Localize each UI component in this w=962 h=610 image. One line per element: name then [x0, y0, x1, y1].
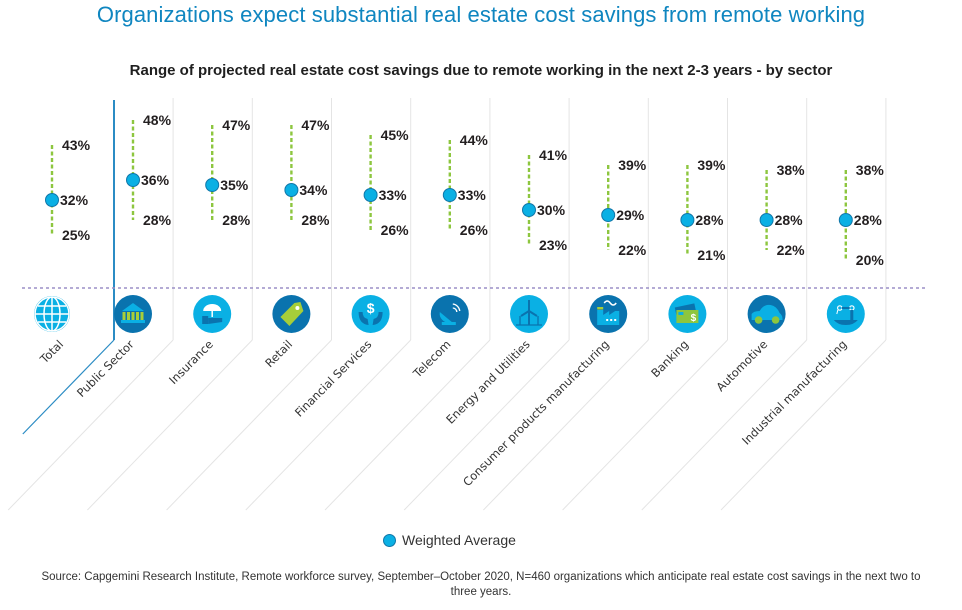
wind-turbine-icon [510, 295, 548, 333]
svg-text:$: $ [367, 300, 375, 316]
weighted-average-point [759, 213, 774, 227]
high-value-label: 38% [777, 162, 806, 178]
column-diagonal [87, 339, 253, 511]
chart-title: Range of projected real estate cost savi… [129, 62, 833, 79]
column-diagonal [245, 339, 412, 511]
column-diagonal [324, 339, 491, 511]
category-label: Total [37, 337, 67, 367]
high-value-label: 47% [301, 117, 330, 133]
average-value-label: 34% [299, 182, 328, 198]
average-value-label: 35% [220, 177, 249, 193]
low-value-label: 28% [301, 212, 330, 228]
low-value-label: 23% [539, 237, 568, 253]
legend-label: Weighted Average [402, 532, 516, 548]
high-value-label: 41% [539, 147, 568, 163]
svg-text:$: $ [691, 313, 697, 324]
column-dividers [7, 98, 887, 511]
weighted-average-point [601, 208, 616, 222]
high-value-label: 39% [618, 157, 647, 173]
range-chart: 43% 32% 25% 48% 36% 28% 47% 35% 28% 47% 34% 28% 45% 3… [7, 98, 928, 511]
average-value-label: 29% [616, 207, 645, 223]
column-diagonal [720, 339, 887, 511]
robot-arm-icon [826, 295, 865, 333]
weighted-average-point [363, 188, 378, 202]
weighted-average-point [442, 188, 457, 202]
low-value-label: 28% [143, 212, 172, 228]
low-value-label: 28% [222, 212, 251, 228]
low-value-label: 22% [618, 242, 647, 258]
high-value-label: 47% [222, 117, 251, 133]
category-labels: Total Public Sector Insurance RetailFinanci… [37, 337, 850, 489]
average-value-label: 28% [775, 212, 804, 228]
satellite-dish-icon [430, 295, 469, 333]
category-label: Insurance [166, 337, 216, 387]
category-label: Financial Services [292, 337, 374, 419]
umbrella-hand-icon [193, 295, 232, 333]
sector-icons: $$ [34, 295, 865, 333]
low-value-label: 26% [460, 222, 489, 238]
weighted-average-point [284, 183, 299, 197]
category-label: Banking [648, 337, 691, 380]
credit-card-icon: $ [668, 295, 707, 333]
car-icon [747, 295, 786, 333]
weighted-average-point [205, 178, 220, 192]
weighted-average-point [680, 213, 695, 227]
legend: Weighted Average [383, 532, 516, 548]
column-diagonal [7, 339, 174, 511]
globe-icon [34, 296, 70, 332]
category-label: Telecom [410, 337, 454, 381]
column-diagonal [22, 339, 115, 435]
high-value-label: 48% [143, 112, 172, 128]
average-value-label: 28% [854, 212, 883, 228]
high-value-label: 45% [381, 127, 410, 143]
average-value-label: 33% [379, 187, 408, 203]
weighted-average-point [838, 213, 853, 227]
category-label: Consumer products manufacturing [460, 337, 612, 489]
average-value-label: 36% [141, 172, 170, 188]
source-note: Source: Capgemini Research Institute, Re… [41, 571, 921, 598]
legend-weighted-average-marker [383, 533, 396, 547]
category-label: Public Sector [74, 337, 137, 400]
high-value-label: 38% [856, 162, 885, 178]
high-value-label: 44% [460, 132, 489, 148]
weighted-average-point [45, 193, 59, 207]
low-value-label: 20% [856, 252, 885, 268]
weighted-average-point [522, 203, 536, 217]
column-diagonal [562, 339, 728, 511]
high-value-label: 39% [697, 157, 726, 173]
category-label: Energy and Utilities [443, 337, 532, 426]
dollar-hands-icon: $ [351, 295, 390, 333]
category-label: Retail [262, 337, 295, 370]
average-value-label: 30% [537, 202, 566, 218]
low-value-label: 25% [62, 227, 91, 243]
weighted-average-point [126, 173, 140, 187]
average-value-label: 32% [60, 192, 89, 208]
column-diagonal [403, 339, 570, 511]
low-value-label: 21% [697, 247, 726, 263]
low-value-label: 22% [777, 242, 806, 258]
low-value-label: 26% [381, 222, 410, 238]
chart-marks: 43% 32% 25% 48% 36% 28% 47% 35% 28% 47% 34% 28% 45% 3… [45, 112, 885, 268]
average-value-label: 28% [695, 212, 724, 228]
government-building-icon [114, 295, 152, 333]
column-diagonal [641, 339, 808, 511]
price-tag-icon [272, 295, 311, 333]
average-value-label: 33% [458, 187, 487, 203]
factory-icon [589, 295, 628, 333]
page-title: Organizations expect substantial real es… [96, 2, 866, 27]
column-diagonal [483, 339, 649, 511]
high-value-label: 43% [62, 137, 91, 153]
column-diagonal [166, 339, 332, 511]
